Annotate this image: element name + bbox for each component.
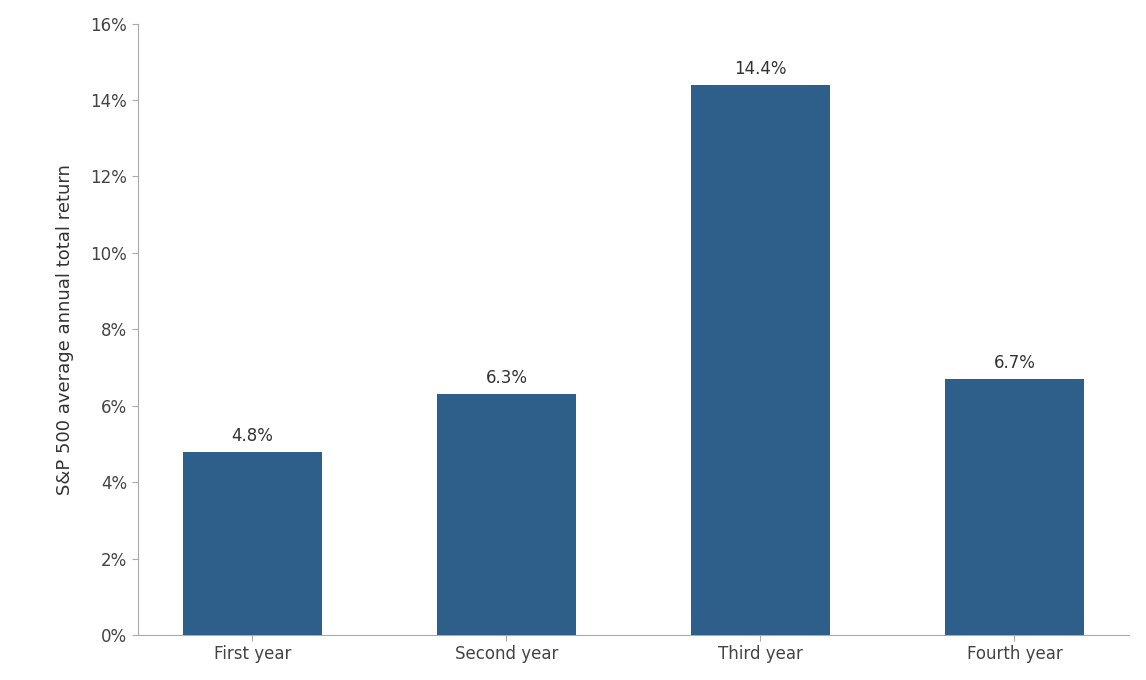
- Text: 14.4%: 14.4%: [735, 60, 786, 78]
- Y-axis label: S&P 500 average annual total return: S&P 500 average annual total return: [55, 164, 73, 495]
- Text: 6.3%: 6.3%: [486, 369, 527, 388]
- Text: 4.8%: 4.8%: [231, 426, 274, 445]
- Bar: [182, 452, 322, 635]
- Bar: [437, 394, 576, 635]
- Text: 6.7%: 6.7%: [994, 354, 1035, 372]
- Bar: [944, 379, 1084, 635]
- Bar: [691, 85, 830, 635]
